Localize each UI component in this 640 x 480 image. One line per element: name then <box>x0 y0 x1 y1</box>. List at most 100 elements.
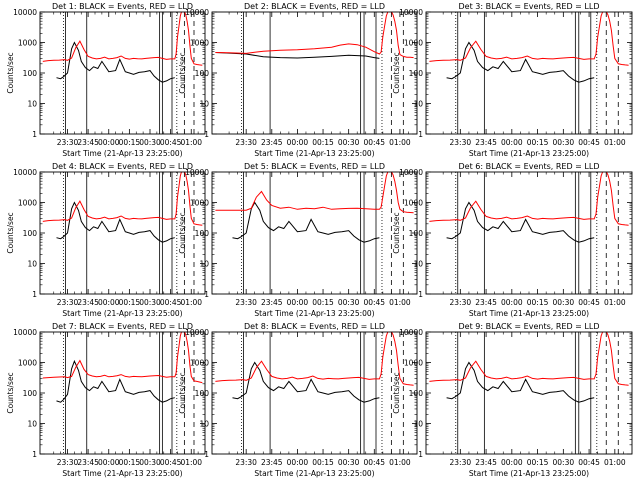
y-axis-label: Counts/sec <box>6 372 15 413</box>
y-tick-label: 10 <box>199 260 209 269</box>
plot-frame <box>211 331 418 455</box>
x-axis-label: Start Time (21-Apr-13 23:25:00) <box>469 309 589 318</box>
x-tick-label: 00:00 <box>98 138 120 147</box>
x-tick-label: 00:30 <box>338 298 360 307</box>
x-tick-label: 00:30 <box>139 298 161 307</box>
x-tick-label: 00:15 <box>312 298 334 307</box>
series-black <box>232 361 380 403</box>
x-tick-label: 00:45 <box>578 298 600 307</box>
y-axis-label: Counts/sec <box>178 372 187 413</box>
y-tick-label: 1000 <box>18 39 37 48</box>
y-tick-label: 1 <box>204 290 209 299</box>
series-red <box>215 172 414 214</box>
series-red <box>42 12 203 66</box>
panel-data <box>42 172 203 294</box>
x-tick-label: 00:00 <box>98 298 120 307</box>
x-axis-label: Start Time (21-Apr-13 23:25:00) <box>254 149 374 158</box>
x-tick-label: 00:45 <box>160 458 182 467</box>
y-tick-label: 10 <box>413 420 423 429</box>
x-tick-label: 00:00 <box>287 458 309 467</box>
y-tick-label: 1 <box>32 450 37 459</box>
plot-frame <box>425 171 633 295</box>
y-tick-label: 10000 <box>185 328 209 337</box>
panel-title: Det 4: BLACK = Events, RED = LLD <box>52 162 193 171</box>
x-tick-label: 23:30 <box>57 298 79 307</box>
x-axis-label: Start Time (21-Apr-13 23:25:00) <box>254 309 374 318</box>
y-tick-label: 1000 <box>404 39 423 48</box>
x-tick-label: 23:45 <box>261 458 283 467</box>
x-tick-label: 00:30 <box>139 458 161 467</box>
plot-frame <box>39 331 206 455</box>
panel-data <box>429 172 629 294</box>
panel-data <box>215 172 414 294</box>
x-tick-label: 23:30 <box>235 138 257 147</box>
x-tick-label: 23:45 <box>77 458 99 467</box>
panel-title: Det 5: BLACK = Events, RED = LLD <box>244 162 385 171</box>
y-tick-label: 1 <box>418 290 423 299</box>
x-tick-label: 00:30 <box>553 138 575 147</box>
x-tick-label: 01:00 <box>180 298 202 307</box>
x-tick-label: 00:00 <box>287 138 309 147</box>
panel-title: Det 1: BLACK = Events, RED = LLD <box>52 2 193 11</box>
panel-data <box>42 332 203 454</box>
y-tick-label: 1000 <box>190 39 209 48</box>
x-tick-label: 00:15 <box>119 298 141 307</box>
x-tick-label: 23:30 <box>57 138 79 147</box>
y-tick-label: 1 <box>32 290 37 299</box>
y-tick-label: 1000 <box>404 359 423 368</box>
panel-title: Det 6: BLACK = Events, RED = LLD <box>459 162 600 171</box>
x-tick-label: 00:30 <box>553 458 575 467</box>
x-tick-label: 00:45 <box>160 298 182 307</box>
y-tick-label: 100 <box>195 229 210 238</box>
panel-9: Det 9: BLACK = Events, RED = LLD Counts/s… <box>392 322 633 478</box>
panel-data <box>429 12 629 134</box>
panel-title: Det 3: BLACK = Events, RED = LLD <box>459 2 600 11</box>
y-tick-label: 1 <box>32 130 37 139</box>
plot-frame <box>211 171 418 295</box>
x-tick-label: 23:45 <box>475 138 497 147</box>
x-axis-label: Start Time (21-Apr-13 23:25:00) <box>62 469 182 478</box>
x-tick-label: 00:00 <box>501 298 523 307</box>
panel-3: Det 3: BLACK = Events, RED = LLD Counts/s… <box>392 2 633 158</box>
y-tick-label: 10000 <box>13 8 37 17</box>
y-axis-label: Counts/sec <box>6 52 15 93</box>
y-tick-label: 10 <box>27 420 37 429</box>
panel-data <box>215 332 414 454</box>
series-black <box>215 52 380 59</box>
series-black <box>446 201 595 243</box>
x-tick-label: 01:00 <box>604 458 626 467</box>
panel-data <box>429 332 629 454</box>
x-tick-label: 23:30 <box>450 298 472 307</box>
x-tick-label: 23:45 <box>261 138 283 147</box>
x-tick-label: 00:45 <box>363 138 385 147</box>
y-tick-label: 100 <box>195 69 210 78</box>
y-tick-label: 1 <box>204 130 209 139</box>
panel-2: Det 2: BLACK = Events, RED = LLD Counts/s… <box>178 2 418 158</box>
y-tick-label: 1000 <box>18 199 37 208</box>
panel-1: Det 1: BLACK = Events, RED = LLD Counts/s… <box>6 2 206 158</box>
series-red <box>42 172 203 226</box>
x-tick-label: 01:00 <box>389 458 411 467</box>
plot-frame <box>39 171 206 295</box>
series-red <box>42 332 203 384</box>
panel-5: Det 5: BLACK = Events, RED = LLD Counts/s… <box>178 162 418 318</box>
panel-4: Det 4: BLACK = Events, RED = LLD Counts/s… <box>6 162 206 318</box>
x-tick-label: 01:00 <box>604 138 626 147</box>
y-axis-label: Counts/sec <box>392 372 401 413</box>
panel-data <box>42 12 203 134</box>
x-tick-label: 23:30 <box>57 458 79 467</box>
x-axis-label: Start Time (21-Apr-13 23:25:00) <box>469 149 589 158</box>
x-tick-label: 23:30 <box>235 298 257 307</box>
y-tick-label: 100 <box>23 389 38 398</box>
x-tick-label: 00:00 <box>287 298 309 307</box>
y-tick-label: 10000 <box>399 168 423 177</box>
x-tick-label: 00:45 <box>160 138 182 147</box>
x-axis-label: Start Time (21-Apr-13 23:25:00) <box>62 149 182 158</box>
series-black <box>56 41 175 83</box>
panel-8: Det 8: BLACK = Events, RED = LLD Counts/s… <box>178 322 418 478</box>
series-red <box>215 332 414 386</box>
plot-frame <box>425 11 633 135</box>
y-tick-label: 10 <box>199 100 209 109</box>
x-tick-label: 00:15 <box>119 458 141 467</box>
x-tick-label: 01:00 <box>180 458 202 467</box>
